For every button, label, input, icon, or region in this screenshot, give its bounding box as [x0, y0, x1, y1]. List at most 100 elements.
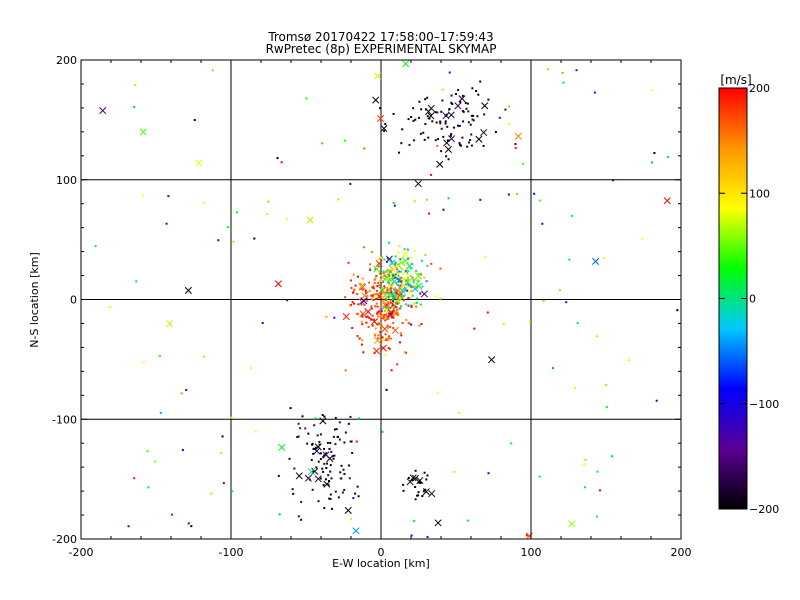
data-point-cross [390, 277, 398, 286]
data-point-dot [374, 327, 377, 330]
data-point-dot [407, 285, 410, 288]
data-point-dot [278, 513, 281, 516]
data-point-dot [354, 284, 357, 287]
data-point-dot [407, 270, 410, 273]
data-point-dot [135, 280, 138, 283]
data-point-dot [379, 313, 382, 316]
data-point-cross [352, 527, 360, 535]
data-point-dot [380, 305, 383, 308]
data-point-dot [605, 406, 608, 409]
cross-stroke [380, 124, 388, 132]
data-point-dot [397, 297, 400, 300]
data-point-dot [250, 367, 253, 370]
data-point-dot [170, 513, 173, 516]
data-point-dot [394, 294, 397, 297]
data-point-dot [231, 490, 234, 493]
data-point-dot [424, 254, 427, 257]
data-point-dot [328, 497, 331, 500]
data-point-dot [584, 458, 587, 461]
data-point-dot [508, 105, 511, 108]
data-point-dot [400, 295, 403, 298]
data-point-dot [226, 226, 229, 229]
data-point-dot [558, 289, 561, 292]
data-point-dot [398, 270, 401, 273]
data-point-dot [380, 315, 383, 318]
data-point-dot [328, 447, 331, 450]
data-point-dot [277, 474, 280, 477]
data-point-dot [386, 311, 389, 314]
data-point-cross [402, 60, 410, 68]
data-point-cross [375, 259, 383, 268]
data-point-dot [286, 299, 289, 302]
data-point-dot [329, 493, 332, 496]
data-point-dot [329, 464, 332, 467]
data-point-dot [324, 478, 327, 481]
y-axis-label: N-S location [km] [28, 252, 41, 348]
data-point-dot [399, 276, 402, 279]
data-point-dot [336, 435, 339, 438]
data-point-dot [411, 286, 414, 289]
data-point-dot [376, 311, 379, 314]
data-point-dot [400, 142, 403, 145]
data-point-cross [488, 356, 496, 364]
data-point-cross [568, 520, 576, 528]
cross-stroke [376, 115, 385, 123]
data-point-dot [391, 274, 394, 277]
data-point-dot [351, 452, 354, 455]
data-point-dot [445, 114, 448, 117]
data-point-dot [353, 302, 356, 305]
data-point-dot [349, 304, 352, 307]
data-point-dot [413, 249, 416, 252]
data-point-dot [388, 306, 391, 309]
cross-stroke [379, 344, 387, 352]
data-point-dot [576, 322, 579, 325]
cross-stroke [388, 291, 396, 299]
data-point-dot [371, 324, 374, 327]
data-point-dot [410, 306, 413, 309]
colorbar-tick-label: 0 [749, 293, 756, 306]
data-point-dot [487, 98, 490, 101]
data-point-dot [446, 139, 449, 142]
data-point-dot [458, 411, 461, 414]
data-point-dot [369, 263, 372, 266]
data-point-dot [409, 274, 412, 277]
data-point-dot [399, 307, 402, 310]
data-point-dot [385, 298, 388, 301]
data-point-dot [356, 293, 359, 296]
data-point-dot [362, 351, 365, 354]
cross-stroke [379, 274, 387, 282]
data-point-dot [393, 277, 396, 280]
data-point-dot [321, 467, 324, 470]
data-point-cross [444, 145, 453, 153]
data-point-cross [274, 280, 282, 288]
data-point-dot [430, 262, 433, 265]
cross-stroke [195, 159, 203, 167]
data-point-dot [292, 492, 295, 495]
data-point-dot [180, 392, 183, 395]
data-point-dot [466, 145, 469, 148]
data-point-dot [385, 338, 388, 341]
data-point-dot [374, 268, 377, 271]
data-point-dot [516, 192, 519, 195]
data-point-dot [296, 436, 299, 439]
data-point-dot [388, 275, 391, 278]
data-point-dot [413, 139, 416, 142]
data-point-dot [471, 87, 474, 90]
data-point-dot [392, 113, 395, 116]
data-point-dot [378, 310, 381, 313]
data-point-cross [373, 265, 381, 273]
data-point-dot [420, 259, 423, 262]
data-point-dot [458, 143, 461, 146]
data-point-cross [391, 326, 399, 335]
data-point-dot [539, 199, 542, 202]
data-point-dot [395, 308, 398, 311]
data-point-dot [202, 355, 205, 358]
data-point-dot [408, 280, 411, 283]
data-point-cross [398, 259, 406, 267]
cross-stroke [385, 255, 393, 263]
data-point-dot [328, 479, 331, 482]
data-point-dot [467, 110, 470, 113]
data-point-dot [314, 417, 317, 420]
data-point-dot [388, 260, 391, 263]
data-point-dot [322, 484, 325, 487]
